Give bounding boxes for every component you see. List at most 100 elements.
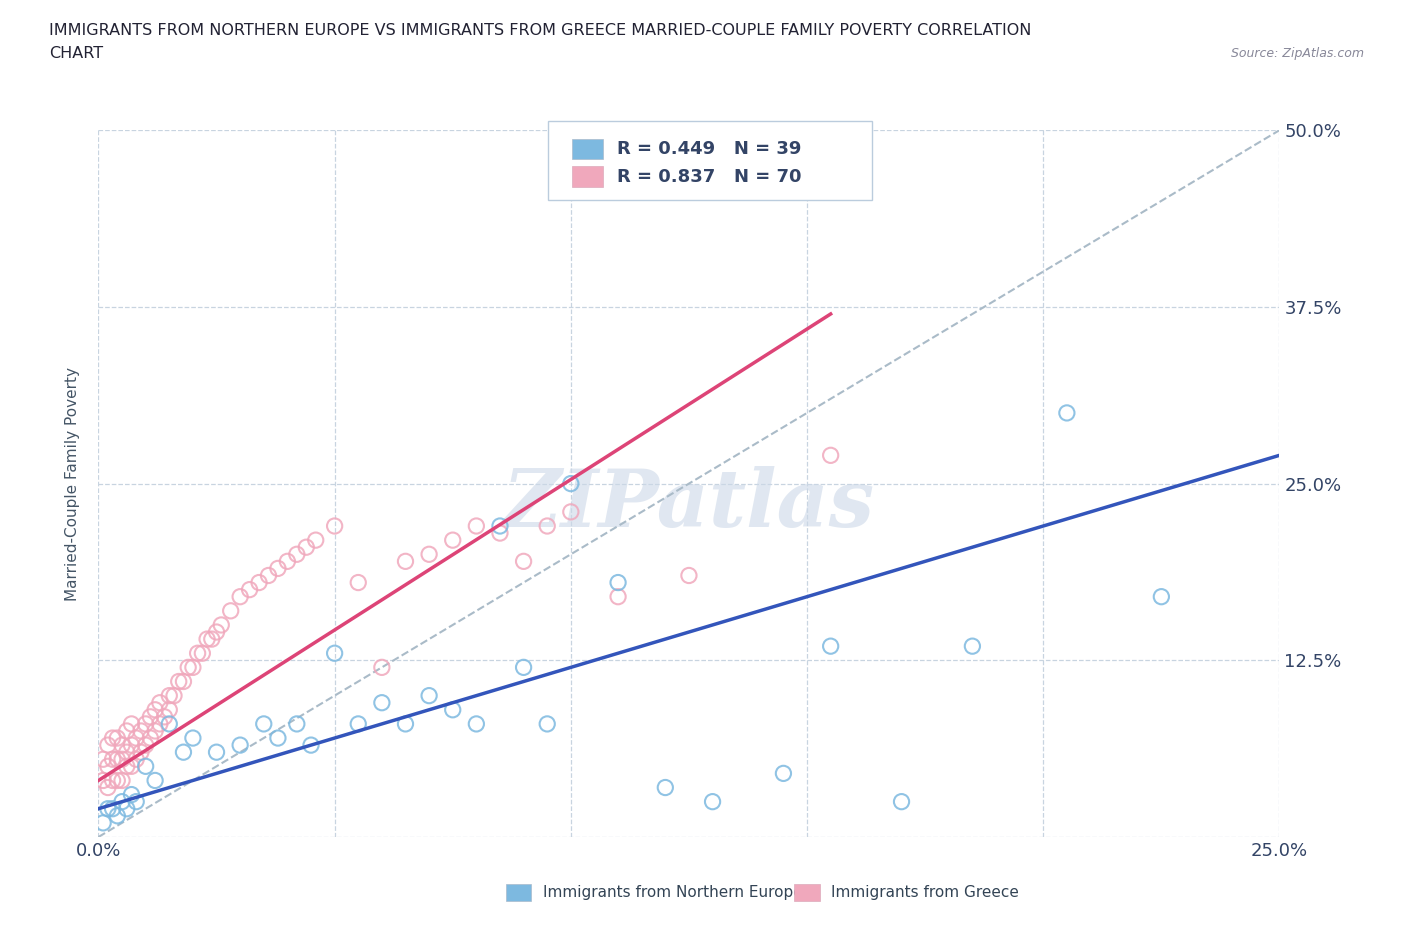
Point	[257, 568, 280, 583]
Point	[394, 716, 416, 731]
Point	[772, 766, 794, 781]
Point	[129, 724, 152, 738]
Point	[157, 702, 180, 717]
Point	[143, 773, 166, 788]
Point	[276, 554, 298, 569]
Point	[465, 519, 488, 534]
Text: ZIPatlas: ZIPatlas	[503, 466, 875, 543]
Point	[139, 731, 162, 746]
Point	[105, 808, 128, 823]
Point	[91, 816, 114, 830]
Point	[247, 575, 270, 590]
Point	[489, 519, 512, 534]
Point	[177, 660, 200, 675]
Point	[111, 751, 134, 766]
Point	[347, 575, 370, 590]
Point	[105, 731, 128, 746]
Point	[267, 561, 290, 576]
Point	[143, 724, 166, 738]
Point	[111, 737, 134, 752]
Point	[149, 696, 172, 711]
Point	[654, 780, 676, 795]
Text: Immigrants from Greece: Immigrants from Greece	[831, 885, 1019, 900]
Point	[129, 745, 152, 760]
Point	[125, 751, 148, 766]
Point	[191, 645, 214, 660]
Point	[181, 731, 204, 746]
Point	[205, 625, 228, 640]
Point	[219, 604, 242, 618]
Point	[115, 759, 138, 774]
Point	[229, 590, 252, 604]
Point	[135, 716, 157, 731]
Point	[678, 568, 700, 583]
Text: IMMIGRANTS FROM NORTHERN EUROPE VS IMMIGRANTS FROM GREECE MARRIED-COUPLE FAMILY : IMMIGRANTS FROM NORTHERN EUROPE VS IMMIG…	[49, 23, 1032, 38]
Point	[135, 759, 157, 774]
Point	[512, 554, 534, 569]
Point	[205, 745, 228, 760]
Point	[97, 780, 120, 795]
Point	[181, 660, 204, 675]
Point	[441, 702, 464, 717]
Point	[607, 575, 630, 590]
Point	[101, 773, 124, 788]
Point	[121, 787, 143, 802]
Point	[143, 702, 166, 717]
Point	[253, 716, 276, 731]
Point	[295, 539, 318, 554]
Point	[101, 731, 124, 746]
Point	[209, 618, 232, 632]
Point	[418, 688, 440, 703]
Point	[229, 737, 252, 752]
Point	[105, 751, 128, 766]
Point	[115, 745, 138, 760]
Point	[97, 802, 120, 817]
Point	[163, 688, 186, 703]
Point	[465, 716, 488, 731]
Point	[560, 476, 582, 491]
Point	[111, 794, 134, 809]
Point	[97, 737, 120, 752]
Point	[195, 631, 218, 646]
Point	[125, 794, 148, 809]
Point	[890, 794, 912, 809]
Point	[285, 547, 308, 562]
Text: CHART: CHART	[49, 46, 103, 61]
Point	[441, 533, 464, 548]
Point	[135, 737, 157, 752]
Text: Immigrants from Northern Europe: Immigrants from Northern Europe	[543, 885, 803, 900]
Point	[267, 731, 290, 746]
Point	[239, 582, 262, 597]
Point	[139, 710, 162, 724]
Point	[418, 547, 440, 562]
Point	[157, 688, 180, 703]
Point	[111, 773, 134, 788]
Point	[97, 759, 120, 774]
Point	[820, 448, 842, 463]
Point	[962, 639, 984, 654]
Point	[101, 751, 124, 766]
Point	[149, 716, 172, 731]
Point	[560, 504, 582, 519]
Point	[167, 674, 190, 689]
Point	[91, 751, 114, 766]
Point	[187, 645, 209, 660]
Point	[299, 737, 322, 752]
Point	[91, 773, 114, 788]
Point	[536, 716, 558, 731]
Point	[347, 716, 370, 731]
Point	[371, 660, 394, 675]
Point	[323, 519, 346, 534]
Point	[1056, 405, 1078, 420]
Point	[201, 631, 224, 646]
Point	[394, 554, 416, 569]
Point	[172, 745, 194, 760]
Point	[285, 716, 308, 731]
Point	[820, 639, 842, 654]
Point	[121, 716, 143, 731]
Text: Source: ZipAtlas.com: Source: ZipAtlas.com	[1230, 46, 1364, 60]
Point	[125, 731, 148, 746]
Point	[115, 802, 138, 817]
Point	[512, 660, 534, 675]
Y-axis label: Married-Couple Family Poverty: Married-Couple Family Poverty	[65, 366, 80, 601]
